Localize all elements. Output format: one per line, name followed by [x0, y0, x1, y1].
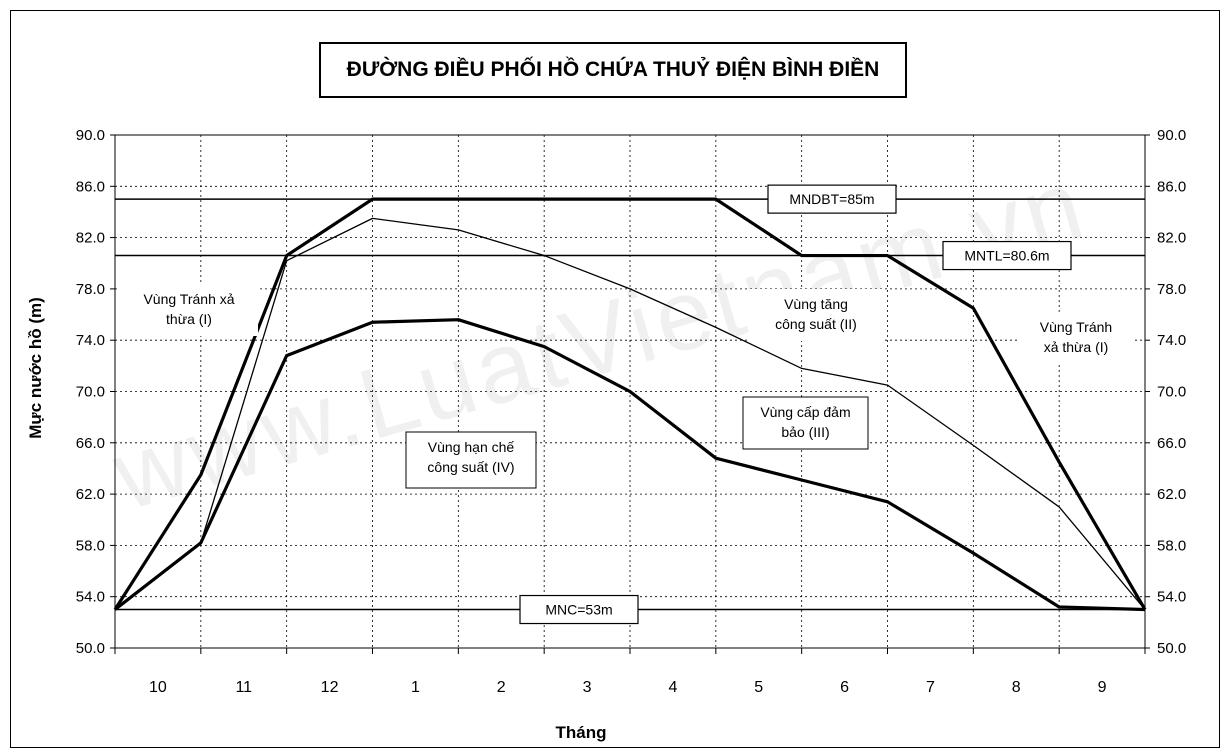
y-tick-label-right: 66.0 [1157, 435, 1186, 452]
y-tick-label-left: 78.0 [76, 281, 105, 298]
zone-label-text: Vùng Tránh xả [143, 291, 234, 307]
y-tick-label-left: 82.0 [76, 230, 105, 247]
zone-label-text: Vùng Tránh [1040, 319, 1112, 335]
y-tick-label-right: 58.0 [1157, 537, 1186, 554]
x-tick-label: 11 [235, 679, 252, 696]
x-tick-label: 6 [840, 679, 849, 696]
y-tick-label-right: 70.0 [1157, 384, 1186, 401]
reference-label: MNTL=80.6m [964, 248, 1049, 264]
reference-label: MNC=53m [545, 602, 612, 618]
x-tick-label: 2 [497, 679, 506, 696]
x-tick-label: 7 [926, 679, 935, 696]
zone-label-text: thừa (I) [166, 311, 212, 327]
x-tick-label: 4 [668, 679, 677, 696]
y-tick-label-right: 86.0 [1157, 178, 1186, 195]
y-tick-label-left: 70.0 [76, 384, 105, 401]
x-axis-label: Tháng [555, 723, 607, 742]
y-tick-label-right: 82.0 [1157, 230, 1186, 247]
y-tick-label-left: 50.0 [76, 640, 105, 657]
x-tick-label: 5 [754, 679, 763, 696]
chart-title: ĐƯỜNG ĐIỀU PHỐI HỒ CHỨA THUỶ ĐIỆN BÌNH Đ… [319, 42, 907, 98]
x-tick-label: 10 [149, 679, 167, 696]
zone-label-box [742, 396, 869, 450]
zone-label-text: Vùng cấp đảm [760, 404, 850, 420]
zone-label-text: xả thừa (I) [1044, 339, 1109, 355]
x-tick-label: 9 [1098, 679, 1107, 696]
x-tick-label: 1 [411, 679, 420, 696]
zone-label-box [750, 289, 882, 341]
zone-label-text: bảo (III) [781, 424, 829, 440]
reference-label: MNDBT=85m [789, 191, 874, 207]
y-tick-label-right: 62.0 [1157, 486, 1186, 503]
x-tick-label: 3 [583, 679, 592, 696]
y-tick-label-left: 58.0 [76, 537, 105, 554]
zone-label-text: công suất (IV) [427, 459, 514, 475]
y-tick-label-left: 74.0 [76, 332, 105, 349]
zone-label-box [120, 284, 258, 336]
y-tick-label-left: 66.0 [76, 435, 105, 452]
chart-frame [10, 10, 1220, 748]
y-tick-label-right: 50.0 [1157, 640, 1186, 657]
x-tick-label: 8 [1012, 679, 1021, 696]
reference-label-box [767, 184, 897, 214]
series-line-2 [114, 217, 1146, 611]
zone-label-box [1020, 312, 1132, 364]
zone-label-text: công suất (II) [775, 316, 857, 332]
series-line-1 [113, 197, 1147, 611]
x-tick-label: 12 [321, 679, 339, 696]
y-tick-label-right: 74.0 [1157, 332, 1186, 349]
reference-label-box [942, 240, 1072, 271]
y-tick-label-left: 90.0 [76, 127, 105, 144]
y-tick-label-left: 86.0 [76, 178, 105, 195]
y-tick-label-left: 54.0 [76, 589, 105, 606]
y-axis-label: Mực nước hồ (m) [26, 297, 45, 439]
y-tick-label-left: 62.0 [76, 486, 105, 503]
reference-label-box [519, 594, 639, 625]
zone-label-text: Vùng hạn chế [428, 439, 515, 455]
y-tick-label-right: 78.0 [1157, 281, 1186, 298]
zone-label-box [405, 431, 537, 489]
zone-label-text: Vùng tăng [784, 296, 848, 312]
y-tick-label-right: 54.0 [1157, 589, 1186, 606]
series-line-3 [114, 318, 1146, 612]
y-tick-label-right: 90.0 [1157, 127, 1186, 144]
